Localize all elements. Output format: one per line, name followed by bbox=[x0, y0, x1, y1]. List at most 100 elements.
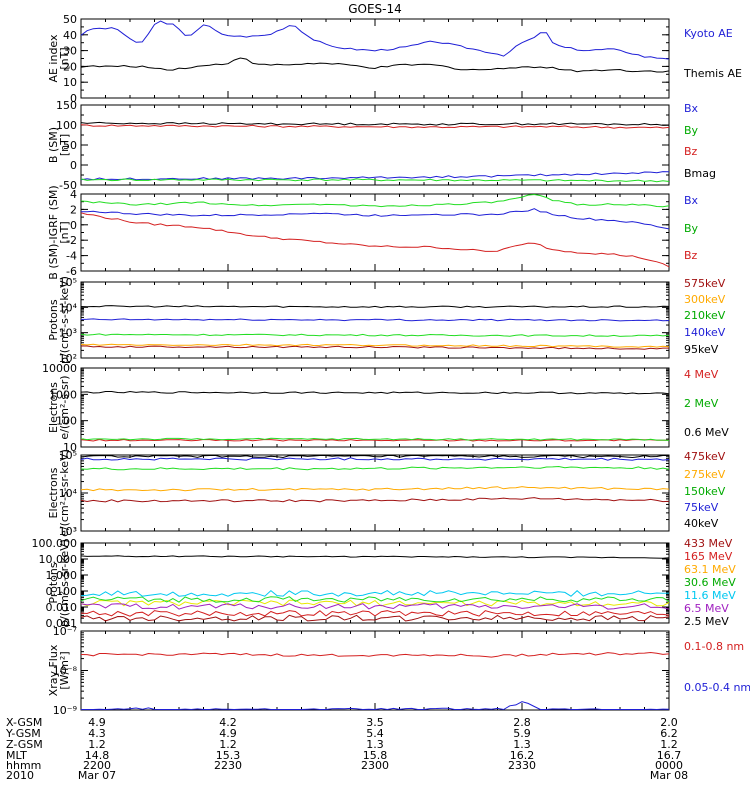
legend-entry: 475keV bbox=[684, 450, 726, 463]
y-tick-label: 1000 bbox=[49, 388, 77, 401]
ephemeris-value: 4.2 bbox=[219, 716, 237, 729]
y-tick-label: 1.000 bbox=[46, 569, 78, 582]
y-tick-label: 10 bbox=[63, 441, 77, 454]
y-tick-label: 10⁴ bbox=[59, 487, 78, 500]
ephemeris-value: 2330 bbox=[508, 759, 536, 772]
y-axis-label: Protons bbox=[47, 299, 60, 340]
legend-entry: Kyoto AE bbox=[684, 27, 733, 40]
y-axis-label: B (SM)-IGRF (SM) bbox=[47, 185, 60, 279]
ephemeris-value: 1.2 bbox=[88, 738, 106, 751]
legend-entry: By bbox=[684, 222, 699, 235]
legend-entry: 165 MeV bbox=[684, 550, 733, 563]
legend-entry: 95keV bbox=[684, 343, 719, 356]
ephemeris-value: 1.3 bbox=[366, 738, 384, 751]
series-line-475kev bbox=[80, 497, 670, 503]
legend-entry: 433 MeV bbox=[684, 537, 733, 550]
series-line-0-1-0-8-nm bbox=[80, 651, 670, 658]
series-line-bz bbox=[80, 124, 670, 129]
y-axis-label: p/(cm²-s-sr-keV) bbox=[58, 539, 71, 627]
panel-frame bbox=[80, 630, 670, 711]
legend-entry: 6.5 MeV bbox=[684, 602, 729, 615]
legend-entry: 2.5 MeV bbox=[684, 615, 729, 628]
legend-entry: Bz bbox=[684, 145, 698, 158]
y-tick-label: 0 bbox=[70, 92, 77, 105]
series-line-40kev bbox=[80, 454, 669, 459]
y-tick-label: 10³ bbox=[59, 327, 77, 340]
y-tick-label: 100 bbox=[56, 415, 77, 428]
legend-entry: Bx bbox=[684, 194, 699, 207]
panel-frame bbox=[80, 104, 670, 186]
series-line-by bbox=[80, 178, 670, 183]
legend-entry: By bbox=[684, 124, 699, 137]
y-tick-label: 0.010 bbox=[46, 601, 78, 614]
series-line-0-6-mev bbox=[80, 390, 670, 395]
series-line-bmag bbox=[80, 121, 670, 126]
ephemeris-value: 16.2 bbox=[510, 749, 535, 762]
legend-entry: 40keV bbox=[684, 517, 719, 530]
legend-entry: 11.6 MeV bbox=[684, 589, 736, 602]
ephemeris-value: Mar 08 bbox=[650, 769, 688, 782]
series-line-themis-ae bbox=[80, 57, 670, 73]
ephemeris-value: 5.4 bbox=[366, 727, 384, 740]
y-tick-label: 20 bbox=[63, 60, 77, 73]
series-line-165-mev bbox=[80, 610, 670, 617]
y-tick-label: 10⁻⁹ bbox=[53, 704, 77, 717]
ephemeris-row-label: X-GSM bbox=[6, 716, 42, 729]
ephemeris-value: 4.3 bbox=[88, 727, 106, 740]
panel-frame bbox=[80, 18, 670, 99]
series-line-433-mev bbox=[80, 614, 670, 622]
y-axis-label: [nT] bbox=[58, 47, 71, 69]
legend-entry: 300keV bbox=[684, 293, 726, 306]
y-tick-label: -4 bbox=[66, 250, 77, 263]
ephemeris-value: 1.2 bbox=[660, 738, 678, 751]
panel-frame bbox=[80, 542, 670, 624]
ephemeris-row-label: 2010 bbox=[6, 769, 34, 782]
series-line-275kev bbox=[80, 486, 670, 492]
ephemeris-value: Mar 07 bbox=[78, 769, 116, 782]
legend-entry: Bz bbox=[684, 249, 698, 262]
series-line-150kev bbox=[80, 465, 670, 471]
legend-entry: 2 MeV bbox=[684, 397, 719, 410]
ephemeris-value: 4.9 bbox=[88, 716, 106, 729]
plot-title: GOES-14 bbox=[348, 2, 402, 16]
y-tick-label: 10³ bbox=[59, 525, 77, 538]
ephemeris-value: 3.5 bbox=[366, 716, 384, 729]
y-tick-label: -2 bbox=[66, 234, 77, 247]
ephemeris-value: 15.8 bbox=[363, 749, 388, 762]
ephemeris-value: 2300 bbox=[361, 759, 389, 772]
ephemeris-value: 2230 bbox=[214, 759, 242, 772]
y-tick-label: 0 bbox=[70, 219, 77, 232]
series-line-bx bbox=[80, 208, 670, 230]
series-line-4-mev bbox=[80, 438, 670, 442]
ephemeris-value: 4.9 bbox=[219, 727, 237, 740]
y-tick-label: 0.100 bbox=[46, 585, 78, 598]
ephemeris-row-label: hhmm bbox=[6, 759, 41, 772]
legend-entry: 275keV bbox=[684, 468, 726, 481]
y-tick-label: 0.001 bbox=[46, 617, 78, 630]
series-line-11-6-mev bbox=[80, 589, 670, 597]
series-line-bx bbox=[80, 171, 670, 181]
y-tick-label: 10000 bbox=[42, 362, 77, 375]
series-line-63-1-mev bbox=[80, 599, 670, 607]
series-line-140kev bbox=[80, 318, 670, 322]
y-tick-label: 50 bbox=[63, 139, 77, 152]
series-line-6-5-mev bbox=[80, 603, 670, 610]
legend-entry: 75keV bbox=[684, 501, 719, 514]
series-line-by bbox=[80, 193, 670, 208]
y-tick-label: 150 bbox=[56, 99, 77, 112]
y-tick-label: 100.000 bbox=[32, 537, 78, 550]
legend-entry: Themis AE bbox=[683, 67, 742, 80]
legend-entry: 0.05-0.4 nm bbox=[684, 681, 750, 694]
y-tick-label: 40 bbox=[63, 29, 77, 42]
y-axis-label: Protons bbox=[47, 562, 60, 603]
y-tick-label: 50 bbox=[63, 13, 77, 26]
ephemeris-value: 2.0 bbox=[660, 716, 678, 729]
y-tick-label: 10² bbox=[59, 352, 77, 365]
series-line-95kev bbox=[80, 305, 670, 309]
y-tick-label: 10⁵ bbox=[59, 276, 77, 289]
legend-entry: 140keV bbox=[684, 326, 726, 339]
ephemeris-value: 1.2 bbox=[219, 738, 237, 751]
series-line-300kev bbox=[80, 343, 670, 348]
ephemeris-value: 6.2 bbox=[660, 727, 678, 740]
